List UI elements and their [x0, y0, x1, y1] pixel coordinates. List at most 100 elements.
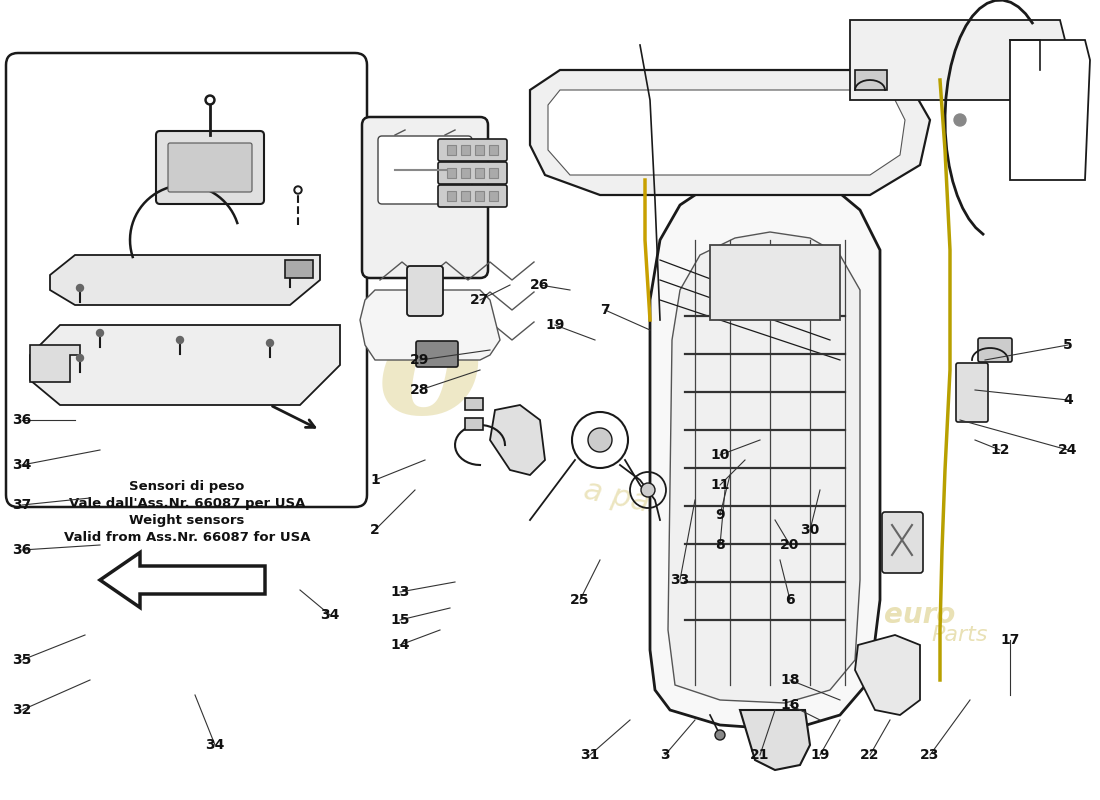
Bar — [475, 168, 484, 178]
Bar — [490, 168, 498, 178]
Text: euro: euro — [884, 601, 956, 629]
Text: Ferrari: Ferrari — [648, 510, 792, 580]
Text: 33: 33 — [670, 573, 690, 587]
Text: 37: 37 — [12, 498, 32, 512]
Circle shape — [715, 730, 725, 740]
Text: 24: 24 — [1058, 443, 1078, 457]
Polygon shape — [668, 232, 860, 703]
Polygon shape — [360, 290, 500, 360]
Polygon shape — [1010, 40, 1090, 180]
Circle shape — [205, 95, 214, 105]
Text: Sensori di peso
Vale dall'Ass.Nr. 66087 per USA
Weight sensors
Valid from Ass.Nr: Sensori di peso Vale dall'Ass.Nr. 66087 … — [64, 480, 310, 544]
Text: 1: 1 — [370, 473, 379, 487]
Circle shape — [296, 188, 300, 192]
Bar — [447, 145, 456, 155]
Text: 28: 28 — [410, 383, 430, 397]
Polygon shape — [855, 635, 920, 715]
FancyBboxPatch shape — [978, 338, 1012, 362]
Text: 8: 8 — [715, 538, 725, 552]
Circle shape — [641, 483, 654, 497]
Circle shape — [266, 339, 274, 346]
Text: 18: 18 — [780, 673, 800, 687]
Text: 4: 4 — [1063, 393, 1072, 407]
FancyBboxPatch shape — [378, 136, 472, 204]
Bar — [461, 145, 470, 155]
Bar — [855, 70, 887, 90]
Circle shape — [77, 354, 84, 362]
Text: 16: 16 — [780, 698, 800, 712]
Text: 13: 13 — [390, 585, 409, 599]
Circle shape — [954, 114, 966, 126]
Text: 3: 3 — [660, 748, 670, 762]
Bar — [447, 191, 456, 201]
Polygon shape — [30, 345, 80, 382]
Text: 12: 12 — [990, 443, 1010, 457]
FancyBboxPatch shape — [438, 162, 507, 184]
Circle shape — [286, 270, 294, 277]
Text: 19: 19 — [546, 318, 564, 332]
FancyBboxPatch shape — [6, 53, 367, 507]
Text: 17: 17 — [1000, 633, 1020, 647]
Text: Parts: Parts — [932, 625, 988, 645]
Text: 26: 26 — [530, 278, 550, 292]
FancyBboxPatch shape — [416, 341, 458, 367]
FancyBboxPatch shape — [168, 143, 252, 192]
Text: 2: 2 — [370, 523, 379, 537]
Text: 22: 22 — [860, 748, 880, 762]
Text: euro: euro — [76, 293, 484, 447]
Bar — [461, 168, 470, 178]
Bar — [710, 245, 840, 320]
FancyBboxPatch shape — [407, 266, 443, 316]
Polygon shape — [548, 90, 905, 175]
Bar — [285, 260, 314, 278]
Bar — [490, 191, 498, 201]
Text: 9: 9 — [715, 508, 725, 522]
Text: 31: 31 — [581, 748, 600, 762]
Text: 10: 10 — [711, 448, 729, 462]
Text: 5: 5 — [1063, 338, 1072, 352]
Text: 19: 19 — [811, 748, 829, 762]
Polygon shape — [30, 325, 340, 405]
Circle shape — [97, 330, 103, 337]
Polygon shape — [530, 70, 930, 195]
FancyBboxPatch shape — [156, 131, 264, 204]
Text: 23: 23 — [921, 748, 939, 762]
Polygon shape — [50, 255, 320, 305]
FancyArrow shape — [100, 553, 265, 607]
Text: 30: 30 — [801, 523, 820, 537]
Polygon shape — [650, 175, 880, 730]
Polygon shape — [850, 20, 1065, 100]
Bar — [475, 191, 484, 201]
Circle shape — [294, 186, 302, 194]
Text: 14: 14 — [390, 638, 409, 652]
FancyArrowPatch shape — [273, 406, 315, 427]
Text: 15: 15 — [390, 613, 409, 627]
Text: 34: 34 — [320, 608, 340, 622]
Text: 21: 21 — [750, 748, 770, 762]
Bar — [447, 168, 456, 178]
Text: 6: 6 — [785, 593, 795, 607]
Polygon shape — [490, 405, 544, 475]
Bar — [490, 145, 498, 155]
Text: 20: 20 — [780, 538, 800, 552]
Polygon shape — [740, 710, 810, 770]
Text: 34: 34 — [12, 458, 32, 472]
FancyBboxPatch shape — [362, 117, 488, 278]
Text: 25: 25 — [570, 593, 590, 607]
Bar — [465, 398, 483, 410]
Text: 27: 27 — [471, 293, 490, 307]
Text: 7: 7 — [601, 303, 609, 317]
Text: a passion for: a passion for — [581, 475, 779, 545]
Text: 36: 36 — [12, 543, 32, 557]
Circle shape — [588, 428, 612, 452]
FancyBboxPatch shape — [956, 363, 988, 422]
FancyBboxPatch shape — [438, 185, 507, 207]
Text: 35: 35 — [12, 653, 32, 667]
FancyBboxPatch shape — [882, 512, 923, 573]
Bar — [461, 191, 470, 201]
Circle shape — [208, 98, 212, 102]
Text: 36: 36 — [12, 413, 32, 427]
Text: 11: 11 — [711, 478, 729, 492]
Text: 32: 32 — [12, 703, 32, 717]
Text: 34: 34 — [206, 738, 224, 752]
